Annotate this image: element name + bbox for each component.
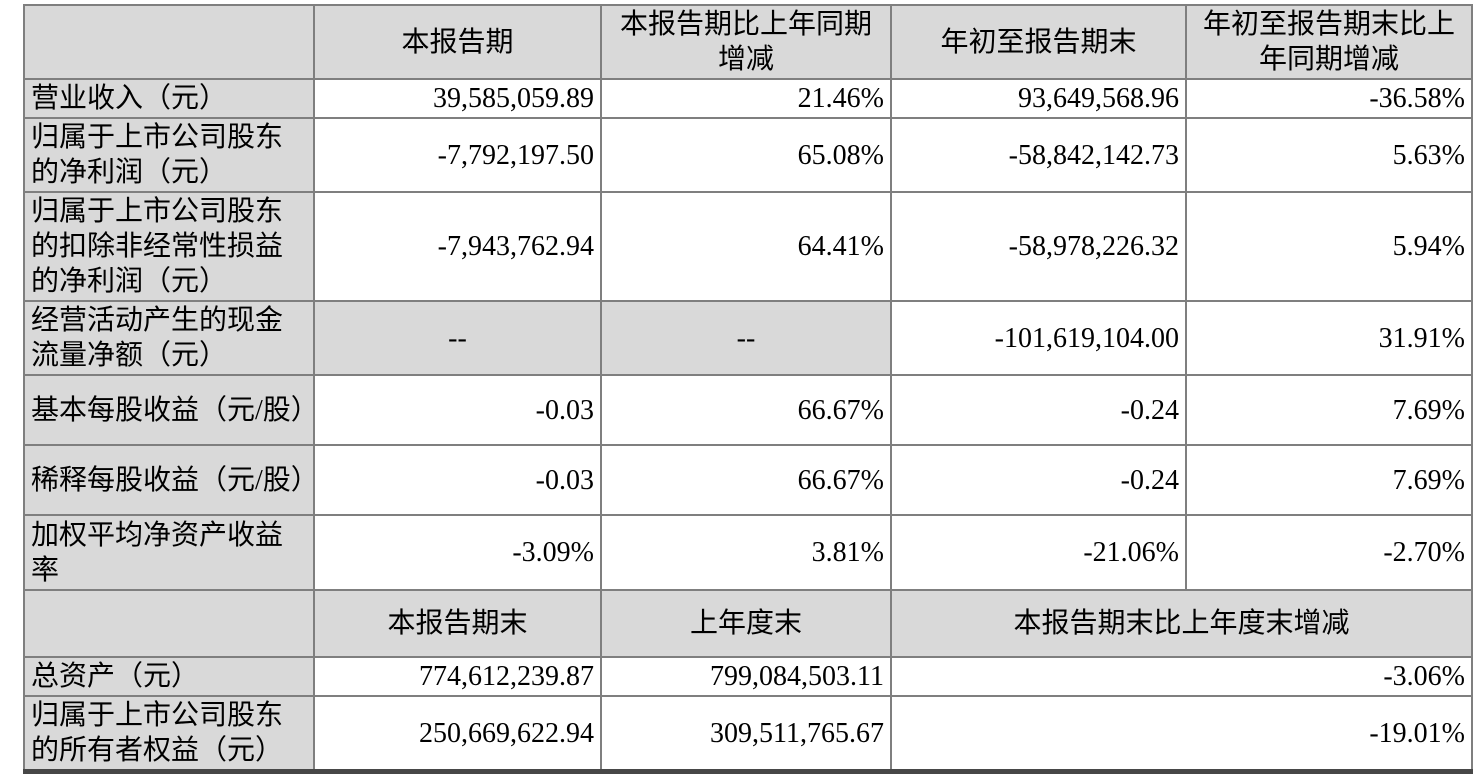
value-cell: -101,619,104.00 <box>890 300 1187 376</box>
financial-summary-table: 本报告期 本报告期比上年同期增减 年初至报告期末 年初至报告期末比上年同期增减 … <box>23 4 1473 774</box>
header-corner-cell <box>23 589 315 658</box>
table-row-diluted-eps: 稀释每股收益（元/股） -0.03 66.67% -0.24 7.69% <box>23 444 1473 516</box>
table-row-operating-cash-flow: 经营活动产生的现金流量净额（元） -- -- -101,619,104.00 3… <box>23 300 1473 376</box>
value-cell: 31.91% <box>1185 300 1473 376</box>
column-header-ytd-vs-prior-year: 年初至报告期末比上年同期增减 <box>1185 4 1473 80</box>
period-header-row: 本报告期 本报告期比上年同期增减 年初至报告期末 年初至报告期末比上年同期增减 <box>23 4 1473 80</box>
value-cell: 64.41% <box>600 191 892 302</box>
value-cell: 93,649,568.96 <box>890 78 1187 119</box>
row-label: 营业收入（元） <box>23 78 315 119</box>
table-row-weighted-avg-roe: 加权平均净资产收益率 -3.09% 3.81% -21.06% -2.70% <box>23 514 1473 591</box>
table-row-net-profit-excl-nonrecurring: 归属于上市公司股东的扣除非经常性损益的净利润（元） -7,943,762.94 … <box>23 191 1473 302</box>
value-cell: -7,943,762.94 <box>313 191 602 302</box>
value-cell: 250,669,622.94 <box>313 695 602 774</box>
column-header-current-period: 本报告期 <box>313 4 602 80</box>
value-cell: 309,511,765.67 <box>600 695 892 774</box>
column-header-end-of-period: 本报告期末 <box>313 589 602 658</box>
row-label: 总资产（元） <box>23 656 315 697</box>
value-cell: 7.69% <box>1185 374 1473 446</box>
value-cell: 774,612,239.87 <box>313 656 602 697</box>
row-label: 归属于上市公司股东的净利润（元） <box>23 117 315 193</box>
column-header-ytd: 年初至报告期末 <box>890 4 1187 80</box>
table-row-operating-revenue: 营业收入（元） 39,585,059.89 21.46% 93,649,568.… <box>23 78 1473 119</box>
value-cell: 39,585,059.89 <box>313 78 602 119</box>
value-cell: -0.03 <box>313 374 602 446</box>
value-cell: -0.24 <box>890 374 1187 446</box>
table-row-owners-equity: 归属于上市公司股东的所有者权益（元） 250,669,622.94 309,51… <box>23 695 1473 774</box>
value-cell: 21.46% <box>600 78 892 119</box>
table-row-total-assets: 总资产（元） 774,612,239.87 799,084,503.11 -3.… <box>23 656 1473 697</box>
value-cell: 799,084,503.11 <box>600 656 892 697</box>
value-cell: 3.81% <box>600 514 892 591</box>
value-cell: -19.01% <box>890 695 1473 774</box>
value-cell: -7,792,197.50 <box>313 117 602 193</box>
value-cell: -3.06% <box>890 656 1473 697</box>
row-label: 经营活动产生的现金流量净额（元） <box>23 300 315 376</box>
table-row-net-profit: 归属于上市公司股东的净利润（元） -7,792,197.50 65.08% -5… <box>23 117 1473 193</box>
row-label: 稀释每股收益（元/股） <box>23 444 315 516</box>
value-cell: 5.94% <box>1185 191 1473 302</box>
value-cell: -21.06% <box>890 514 1187 591</box>
value-cell: -3.09% <box>313 514 602 591</box>
value-cell-na: -- <box>600 300 892 376</box>
value-cell-na: -- <box>313 300 602 376</box>
row-label: 加权平均净资产收益率 <box>23 514 315 591</box>
column-header-current-vs-prior-year: 本报告期比上年同期增减 <box>600 4 892 80</box>
value-cell: -0.03 <box>313 444 602 516</box>
table-row-basic-eps: 基本每股收益（元/股） -0.03 66.67% -0.24 7.69% <box>23 374 1473 446</box>
row-label: 归属于上市公司股东的扣除非经常性损益的净利润（元） <box>23 191 315 302</box>
position-header-row: 本报告期末 上年度末 本报告期末比上年度末增减 <box>23 589 1473 658</box>
value-cell: 7.69% <box>1185 444 1473 516</box>
value-cell: -58,978,226.32 <box>890 191 1187 302</box>
value-cell: 65.08% <box>600 117 892 193</box>
column-header-period-end-vs-prior-year-end: 本报告期末比上年度末增减 <box>890 589 1473 658</box>
value-cell: -58,842,142.73 <box>890 117 1187 193</box>
value-cell: 66.67% <box>600 444 892 516</box>
column-header-end-of-prior-year: 上年度末 <box>600 589 892 658</box>
row-label: 基本每股收益（元/股） <box>23 374 315 446</box>
value-cell: 5.63% <box>1185 117 1473 193</box>
value-cell: -0.24 <box>890 444 1187 516</box>
header-corner-cell <box>23 4 315 80</box>
value-cell: -2.70% <box>1185 514 1473 591</box>
row-label: 归属于上市公司股东的所有者权益（元） <box>23 695 315 774</box>
value-cell: 66.67% <box>600 374 892 446</box>
value-cell: -36.58% <box>1185 78 1473 119</box>
